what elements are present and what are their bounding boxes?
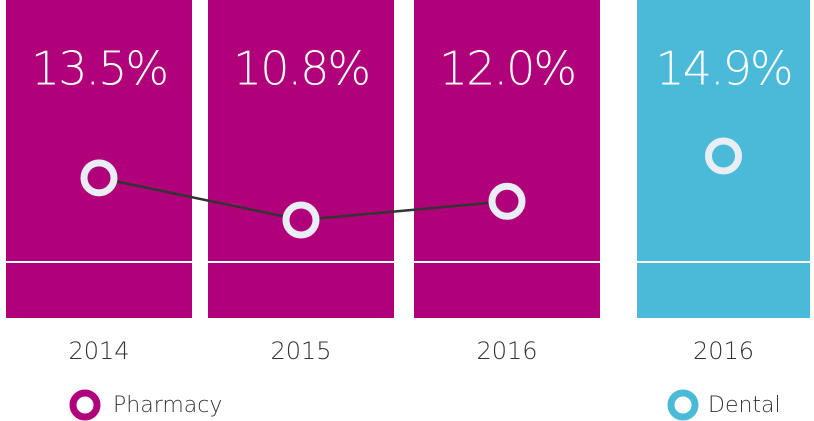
data-point: [80, 159, 118, 197]
panel: [6, 0, 192, 318]
x-label: 2016: [476, 337, 537, 365]
data-point: [282, 201, 320, 239]
x-label: 2014: [68, 337, 129, 365]
value-label: 14.9%: [655, 42, 791, 96]
value-label: 10.8%: [233, 42, 369, 96]
data-point: [488, 182, 526, 220]
panel: [414, 0, 600, 318]
panel: [208, 0, 394, 318]
legend-label: Dental: [708, 393, 781, 418]
legend-marker: [69, 389, 101, 421]
value-label: 13.5%: [31, 42, 167, 96]
x-label: 2016: [693, 337, 754, 365]
data-point: [705, 137, 742, 175]
legend-label: Pharmacy: [113, 393, 222, 418]
value-label: 12.0%: [439, 42, 575, 96]
legend-marker: [667, 389, 699, 421]
x-label: 2015: [270, 337, 331, 365]
